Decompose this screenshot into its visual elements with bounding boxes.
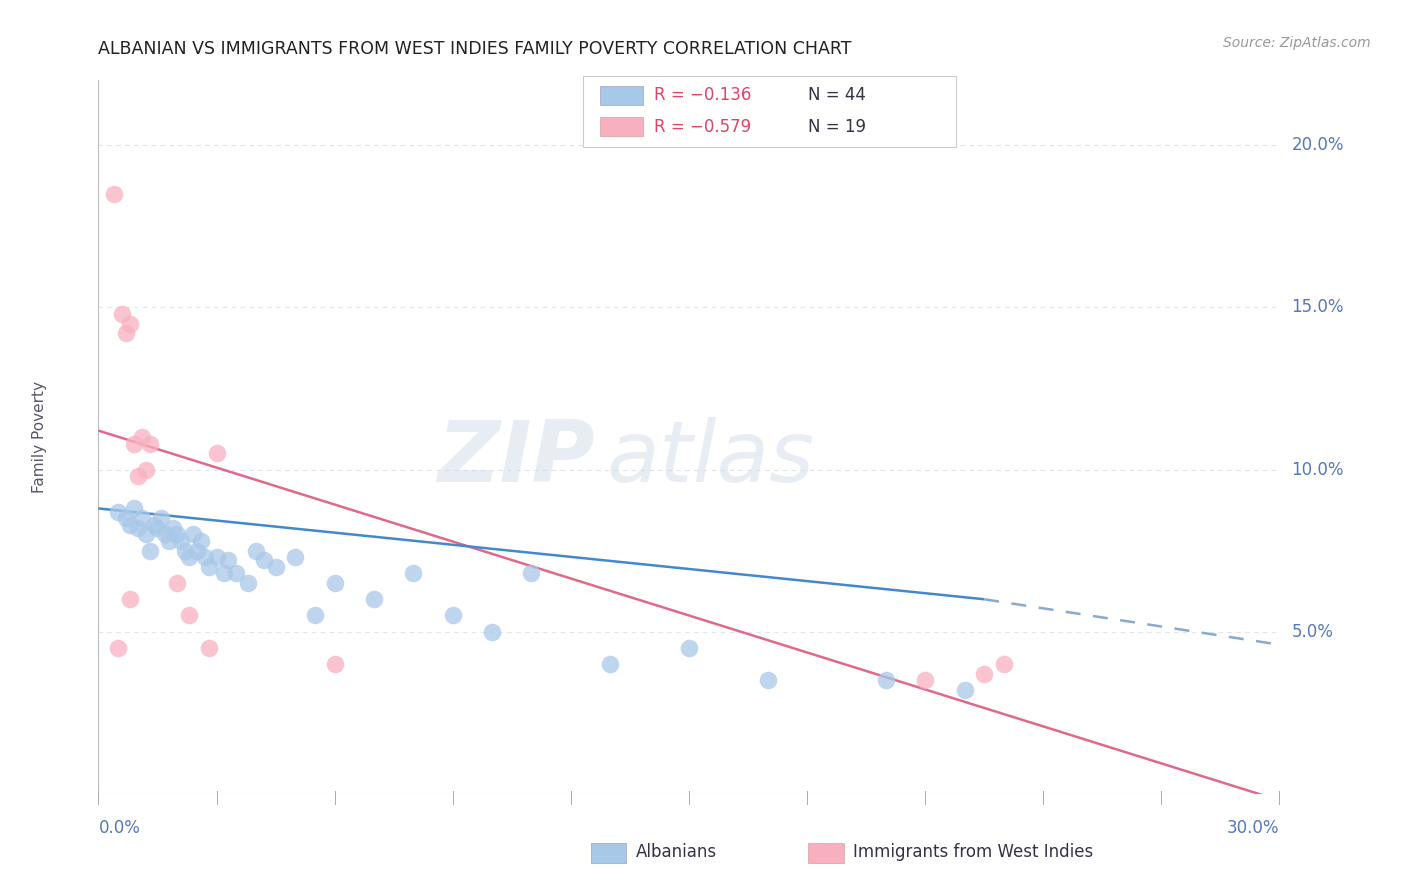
- Text: R = −0.579: R = −0.579: [654, 118, 751, 136]
- Point: [363, 592, 385, 607]
- Point: [678, 640, 700, 655]
- Point: [756, 673, 779, 688]
- Point: [441, 608, 464, 623]
- Point: [107, 640, 129, 655]
- Text: ALBANIAN VS IMMIGRANTS FROM WEST INDIES FAMILY POVERTY CORRELATION CHART: ALBANIAN VS IMMIGRANTS FROM WEST INDIES …: [98, 40, 852, 58]
- Text: 0.0%: 0.0%: [98, 819, 141, 837]
- Point: [225, 566, 247, 581]
- Point: [142, 517, 165, 532]
- Point: [118, 317, 141, 331]
- Point: [118, 592, 141, 607]
- Point: [236, 576, 259, 591]
- Point: [170, 533, 193, 548]
- Point: [481, 624, 503, 639]
- Point: [135, 527, 157, 541]
- Point: [138, 543, 160, 558]
- Point: [520, 566, 543, 581]
- Point: [914, 673, 936, 688]
- Point: [166, 576, 188, 591]
- Point: [214, 566, 236, 581]
- Text: 10.0%: 10.0%: [1291, 460, 1344, 478]
- Text: R = −0.136: R = −0.136: [654, 87, 751, 104]
- Point: [107, 505, 129, 519]
- Point: [131, 511, 153, 525]
- Point: [150, 511, 173, 525]
- Text: Family Poverty: Family Poverty: [32, 381, 46, 493]
- Point: [205, 446, 228, 460]
- Point: [599, 657, 621, 672]
- Point: [197, 559, 219, 574]
- Point: [115, 326, 138, 341]
- Point: [190, 533, 212, 548]
- Point: [166, 527, 188, 541]
- Point: [245, 543, 267, 558]
- Point: [304, 608, 326, 623]
- Point: [118, 517, 141, 532]
- Text: ZIP: ZIP: [437, 417, 595, 500]
- Text: 5.0%: 5.0%: [1291, 623, 1333, 640]
- Point: [264, 559, 287, 574]
- Point: [953, 683, 976, 698]
- Point: [177, 608, 200, 623]
- Point: [155, 527, 177, 541]
- Point: [138, 436, 160, 450]
- Point: [402, 566, 425, 581]
- Text: 30.0%: 30.0%: [1227, 819, 1279, 837]
- Text: Albanians: Albanians: [636, 843, 717, 861]
- Point: [131, 430, 153, 444]
- Point: [973, 666, 995, 681]
- Point: [181, 527, 204, 541]
- Text: 20.0%: 20.0%: [1291, 136, 1344, 154]
- Point: [157, 533, 180, 548]
- Point: [174, 543, 197, 558]
- Point: [146, 521, 169, 535]
- Text: Immigrants from West Indies: Immigrants from West Indies: [853, 843, 1094, 861]
- Text: atlas: atlas: [606, 417, 814, 500]
- Point: [122, 436, 145, 450]
- Text: N = 19: N = 19: [808, 118, 866, 136]
- Text: Source: ZipAtlas.com: Source: ZipAtlas.com: [1223, 36, 1371, 50]
- Point: [162, 521, 184, 535]
- Point: [111, 307, 134, 321]
- Point: [217, 553, 239, 567]
- Point: [127, 469, 149, 483]
- Point: [253, 553, 276, 567]
- Point: [115, 511, 138, 525]
- Point: [323, 657, 346, 672]
- Point: [284, 550, 307, 565]
- Point: [122, 501, 145, 516]
- Point: [993, 657, 1015, 672]
- Text: 15.0%: 15.0%: [1291, 298, 1344, 317]
- Point: [135, 462, 157, 476]
- Point: [205, 550, 228, 565]
- Point: [197, 640, 219, 655]
- Point: [186, 543, 208, 558]
- Text: N = 44: N = 44: [808, 87, 866, 104]
- Point: [875, 673, 897, 688]
- Point: [103, 186, 125, 201]
- Point: [323, 576, 346, 591]
- Point: [127, 521, 149, 535]
- Point: [177, 550, 200, 565]
- Point: [194, 550, 217, 565]
